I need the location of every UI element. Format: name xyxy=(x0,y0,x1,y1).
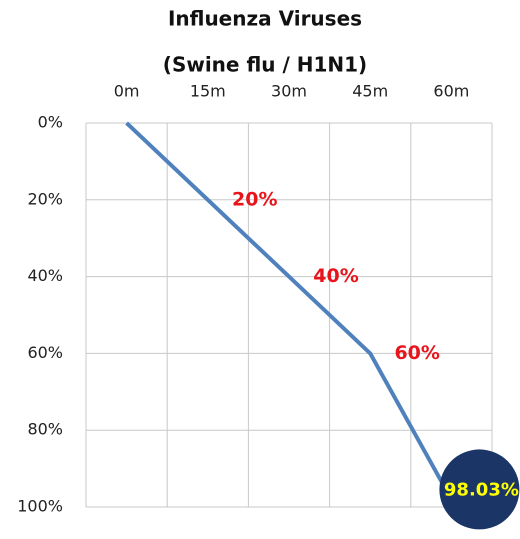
chart-title: Influenza Viruses xyxy=(168,7,362,31)
x-tick-label: 15m xyxy=(190,82,226,101)
data-label-badge xyxy=(439,449,520,530)
data-label: 20% xyxy=(232,188,277,210)
data-label: 98.03% xyxy=(444,479,519,500)
y-tick-label: 60% xyxy=(27,343,63,362)
x-tick-label: 45m xyxy=(352,82,388,101)
y-tick-label: 20% xyxy=(27,189,63,208)
y-tick-label: 0% xyxy=(38,113,63,132)
x-tick-label: 30m xyxy=(271,82,307,101)
y-tick-label: 40% xyxy=(27,266,63,285)
data-label: 40% xyxy=(313,265,358,287)
line xyxy=(125,121,454,501)
chart-subtitle: (Swine flu / H1N1) xyxy=(163,53,367,77)
y-tick-label: 80% xyxy=(27,420,63,439)
y-tick-label: 100% xyxy=(17,497,63,516)
data-label: 60% xyxy=(394,342,439,364)
x-tick-label: 0m xyxy=(114,82,140,101)
x-tick-label: 60m xyxy=(433,82,469,101)
